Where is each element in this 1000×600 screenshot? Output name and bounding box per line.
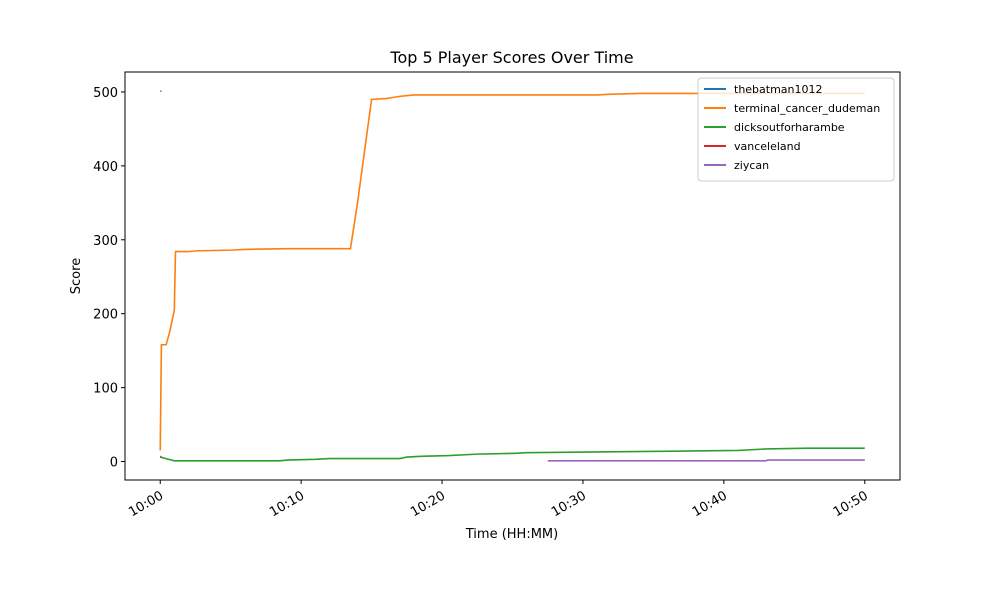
legend-label: terminal_cancer_dudeman [734,102,880,115]
y-axis-label: Score [69,258,84,294]
legend-label: thebatman1012 [734,83,823,96]
series-line [160,447,865,462]
x-axis-label: Time (HH:MM) [465,527,558,542]
y-tick-label: 0 [110,456,118,471]
x-tick-label: 10:30 [549,488,589,520]
y-tick-label: 300 [93,234,118,249]
chart-title: Top 5 Player Scores Over Time [389,48,633,67]
x-tick-label: 10:20 [408,488,448,520]
plot-frame [124,71,901,481]
legend-label: vanceleland [734,140,801,153]
y-tick-label: 500 [93,86,118,101]
legend-label: ziycan [734,159,769,172]
x-tick-label: 10:40 [690,488,730,520]
x-tick-label: 10:10 [267,488,307,520]
y-tick-label: 200 [93,308,118,323]
x-tick-label: 10:00 [126,488,166,520]
x-tick-label: 10:50 [831,488,871,520]
series-line [159,455,162,458]
legend: thebatman1012 terminal_cancer_dudemandick… [697,77,895,182]
y-tick-label: 400 [93,160,118,175]
legend-label: dicksoutforharambe [734,121,845,134]
legend-box [697,77,895,182]
series-line [159,92,865,451]
y-tick-label: 100 [93,382,118,397]
series-line [547,459,865,462]
